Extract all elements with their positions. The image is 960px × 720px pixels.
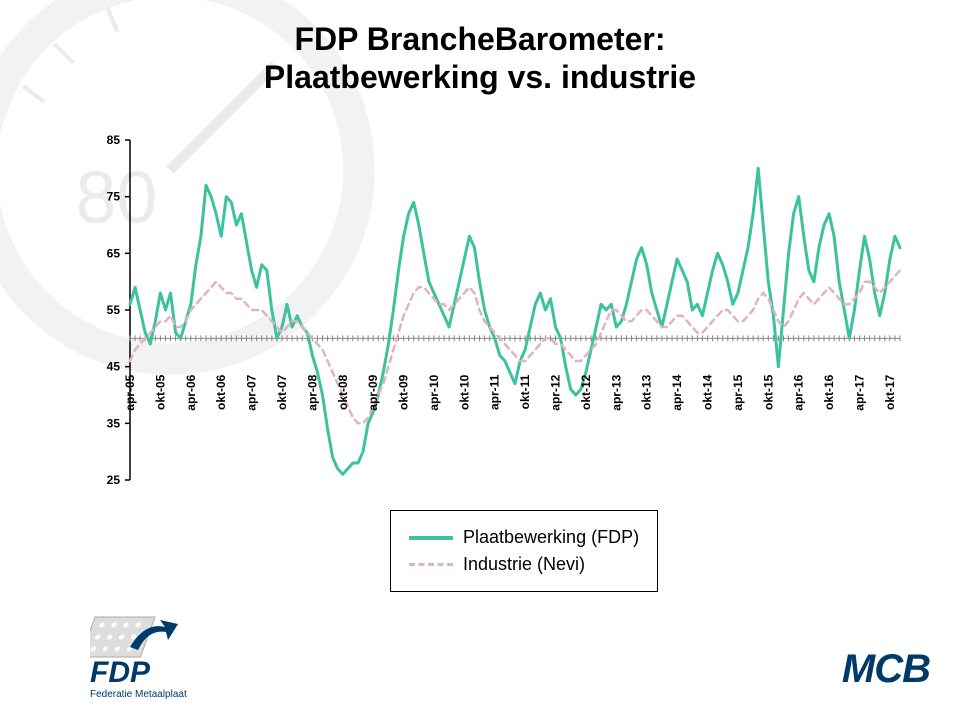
chart-legend: Plaatbewerking (FDP) Industrie (Nevi) xyxy=(390,510,658,592)
svg-text:okt-16: okt-16 xyxy=(822,374,836,410)
fdp-logo: FDP Federatie Metaalplaat xyxy=(90,612,260,702)
svg-text:okt-05: okt-05 xyxy=(153,374,167,410)
svg-text:apr-15: apr-15 xyxy=(731,374,745,410)
chart-title: FDP BrancheBarometer: Plaatbewerking vs.… xyxy=(0,20,960,97)
fdp-logo-text: FDP xyxy=(90,656,151,689)
title-line-2: Plaatbewerking vs. industrie xyxy=(264,59,696,95)
svg-text:85: 85 xyxy=(107,133,121,147)
svg-text:apr-09: apr-09 xyxy=(366,374,380,410)
svg-text:okt-08: okt-08 xyxy=(336,374,350,410)
svg-text:apr-07: apr-07 xyxy=(245,374,259,410)
svg-text:apr-05: apr-05 xyxy=(123,374,137,410)
title-line-1: FDP BrancheBarometer: xyxy=(294,21,665,57)
svg-text:okt-09: okt-09 xyxy=(397,374,411,410)
svg-text:55: 55 xyxy=(107,303,121,317)
mcb-logo: MCB xyxy=(842,647,930,692)
svg-text:apr-14: apr-14 xyxy=(670,374,684,410)
legend-label: Industrie (Nevi) xyxy=(463,554,585,575)
legend-swatch xyxy=(409,563,453,566)
svg-text:apr-11: apr-11 xyxy=(488,374,502,410)
svg-text:35: 35 xyxy=(107,416,121,430)
fdp-logo-subtext: Federatie Metaalplaat xyxy=(90,689,187,700)
svg-text:apr-16: apr-16 xyxy=(792,374,806,410)
svg-text:45: 45 xyxy=(107,360,121,374)
mcb-logo-text: MCB xyxy=(842,647,930,691)
svg-text:okt-14: okt-14 xyxy=(701,374,715,410)
svg-text:okt-11: okt-11 xyxy=(518,374,532,409)
svg-text:okt-15: okt-15 xyxy=(761,374,775,410)
svg-text:apr-13: apr-13 xyxy=(609,374,623,410)
svg-text:apr-12: apr-12 xyxy=(549,374,563,410)
legend-label: Plaatbewerking (FDP) xyxy=(463,527,639,548)
svg-text:apr-06: apr-06 xyxy=(184,374,198,410)
svg-text:75: 75 xyxy=(107,190,121,204)
svg-text:apr-10: apr-10 xyxy=(427,374,441,410)
svg-text:okt-17: okt-17 xyxy=(883,374,897,410)
chart-area: 25 35 45 55 65 75 85 apr-05 okt-05 apr-06 okt-06 ap… xyxy=(80,130,910,620)
svg-text:okt-13: okt-13 xyxy=(640,374,654,410)
svg-text:apr-08: apr-08 xyxy=(305,374,319,410)
legend-swatch xyxy=(409,536,453,540)
svg-text:okt-12: okt-12 xyxy=(579,374,593,410)
svg-text:25: 25 xyxy=(107,473,121,487)
legend-item: Plaatbewerking (FDP) xyxy=(409,527,639,548)
svg-text:okt-10: okt-10 xyxy=(457,374,471,410)
svg-text:okt-06: okt-06 xyxy=(214,374,228,410)
svg-text:okt-07: okt-07 xyxy=(275,374,289,410)
legend-item: Industrie (Nevi) xyxy=(409,554,639,575)
svg-text:apr-17: apr-17 xyxy=(852,374,866,410)
svg-text:65: 65 xyxy=(107,246,121,260)
